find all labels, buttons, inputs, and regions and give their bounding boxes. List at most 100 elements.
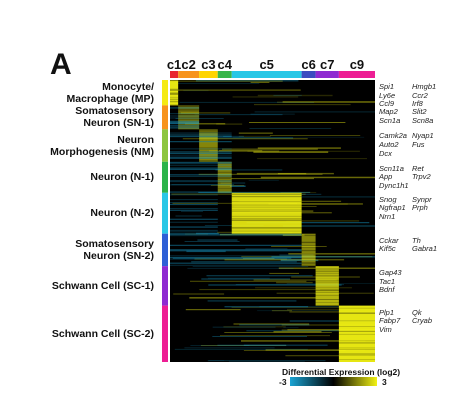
gene-label: Scn8a [412,115,434,125]
block-speckle [301,250,316,252]
blue-stripe [170,148,232,150]
blue-stripe [170,249,302,251]
blue-stripe [170,219,218,220]
noise-strip [212,326,276,328]
row-bar-5 [162,192,168,234]
noise-strip [180,112,231,114]
noise-strip [199,289,321,291]
blue-stripe [170,209,218,211]
block-speckle [338,312,375,313]
column-bar-c7 [315,71,339,78]
block-speckle [301,263,316,264]
block-speckle [217,181,232,183]
block-speckle [315,280,339,281]
noise-strip [247,150,360,152]
column-bar-c5 [231,71,302,78]
blue-stripe [170,226,218,228]
column-bar-c2 [178,71,200,78]
block-speckle [338,320,375,322]
noise-strip [283,327,299,329]
block-speckle [178,127,200,128]
block-speckle [199,151,218,152]
row-label-line: Neuron (N-2) [90,207,154,220]
noise-strip [246,330,350,332]
noise-strip [219,150,263,152]
blue-stripe [170,115,200,117]
block-speckle [170,89,179,90]
noise-strip [285,355,369,357]
blue-stripe [170,153,232,154]
noise-strip [233,323,310,325]
blue-stripe [170,235,302,237]
noise-strip [241,340,366,342]
cluster-block-c7 [315,266,339,306]
row-bar-3 [162,129,168,162]
block-speckle [315,272,339,274]
row-label: Somatosensory Neuron (SN-1) [75,105,154,129]
blue-stripe [170,117,200,119]
noise-strip [186,250,226,253]
block-speckle [315,295,339,296]
row-label: Neuron Morphogenesis (NM) [50,134,154,158]
block-speckle [170,80,179,81]
gene-label: Ly6e [379,90,396,100]
legend-title: Differential Expression (log2) [282,367,401,377]
noise-strip [217,344,286,346]
block-speckle [338,331,375,332]
noise-strip [249,128,332,129]
block-speckle [315,290,339,291]
row-bar-2 [162,105,168,130]
block-speckle [315,271,339,272]
noise-strip [277,101,375,103]
block-speckle [231,215,302,217]
blue-stripe [170,233,218,234]
noise-strip [271,246,327,247]
block-speckle [301,234,316,236]
noise-strip [179,101,315,103]
noise-strip [260,176,375,179]
blue-stripe [170,125,200,127]
block-speckle [231,220,302,221]
noise-strip [231,306,346,308]
blue-stripe [170,127,200,129]
column-label-c2: c2 [181,57,196,72]
block-speckle [199,135,218,137]
gene-label: Gabra1 [412,244,438,254]
noise-strip [254,111,375,113]
block-speckle [178,107,200,109]
blue-stripe [170,227,218,228]
block-speckle [315,281,339,283]
block-speckle [231,201,302,202]
gene-label: Kif5c [379,244,396,254]
noise-strip [174,348,308,350]
block-speckle [199,132,218,134]
block-speckle [338,349,375,350]
block-speckle [170,92,179,94]
noise-strip [201,278,290,280]
gene-label: Ngfrap1 [379,203,406,213]
block-speckle [231,196,302,198]
block-speckle [231,219,302,221]
noise-strip [207,360,326,362]
blue-stripe [170,250,302,252]
noise-strip [243,350,346,351]
legend-gradient-bar [290,377,377,386]
column-bar-c6 [301,71,316,78]
blue-stripe [170,169,232,170]
blue-stripe [170,176,232,177]
block-speckle [217,163,232,164]
blue-stripe [170,136,232,137]
gene-label: Scn11a [379,163,404,173]
noise-strip [282,225,375,227]
blue-stripe [170,245,302,246]
gene-label: Irf8 [412,99,423,109]
block-speckle [315,275,339,277]
noise-strip [200,345,287,346]
blue-stripe [170,167,232,169]
noise-strip [207,277,270,279]
block-speckle [338,342,375,343]
block-speckle [178,114,200,115]
noise-strip [172,257,292,259]
block-speckle [170,88,179,90]
noise-strip [254,104,351,106]
